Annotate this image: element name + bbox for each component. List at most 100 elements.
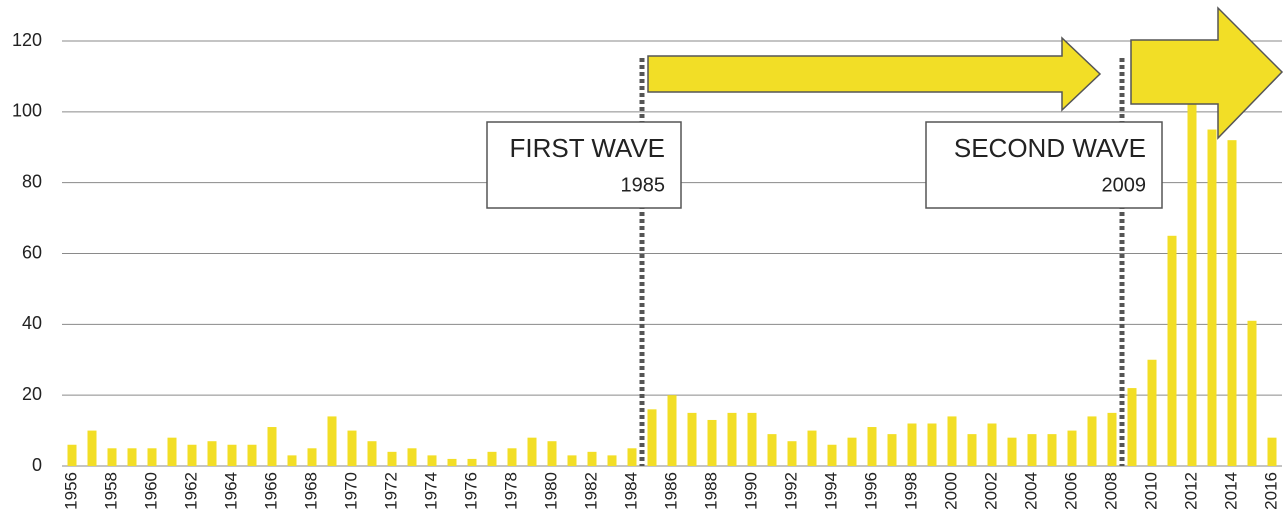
bar	[447, 458, 457, 466]
bar	[1047, 434, 1057, 466]
annotation-box	[486, 121, 682, 209]
bar	[1107, 412, 1117, 466]
bar	[387, 451, 397, 466]
x-tick-label: 2016	[1261, 472, 1280, 510]
bar	[987, 423, 997, 466]
bar	[1027, 434, 1037, 466]
bar	[367, 441, 377, 466]
bar	[967, 434, 977, 466]
bar	[607, 455, 617, 466]
x-tick-label: 2010	[1141, 472, 1160, 510]
bar	[187, 444, 197, 466]
x-tick-label: 2012	[1181, 472, 1200, 510]
bar	[787, 441, 797, 466]
x-tick-label: 1976	[461, 472, 480, 510]
bar	[67, 444, 77, 466]
y-tick-label: 100	[12, 101, 42, 121]
bar	[287, 455, 297, 466]
y-tick-label: 20	[22, 384, 42, 404]
x-tick-label: 1988	[701, 472, 720, 510]
bar	[487, 451, 497, 466]
bar	[1067, 430, 1077, 466]
bar	[1187, 94, 1197, 466]
bar	[1147, 359, 1157, 466]
bar	[507, 448, 517, 466]
x-tick-label: 2014	[1221, 472, 1240, 510]
arrow	[1130, 6, 1284, 140]
x-tick-label: 1956	[61, 472, 80, 510]
bar	[247, 444, 257, 466]
bar	[927, 423, 937, 466]
y-tick-label: 80	[22, 171, 42, 191]
annotation-year: 2009	[1102, 174, 1147, 196]
bar	[1267, 437, 1277, 466]
bar	[107, 448, 117, 466]
bar	[347, 430, 357, 466]
x-tick-label: 1982	[581, 472, 600, 510]
x-tick-label: 2004	[1021, 472, 1040, 510]
bar	[627, 448, 637, 466]
x-tick-label: 1984	[621, 472, 640, 510]
arrow	[647, 36, 1102, 112]
bar	[147, 448, 157, 466]
bar	[167, 437, 177, 466]
x-tick-label: 1990	[741, 472, 760, 510]
x-tick-label: 1972	[381, 472, 400, 510]
bar	[307, 448, 317, 466]
bar	[647, 409, 657, 466]
x-tick-label: 1992	[781, 472, 800, 510]
x-tick-label: 1978	[501, 472, 520, 510]
y-tick-label: 40	[22, 313, 42, 333]
bar	[1207, 129, 1217, 466]
annotation-year: 1985	[621, 174, 666, 196]
y-tick-label: 60	[22, 242, 42, 262]
annotation-box	[925, 121, 1163, 209]
bar	[827, 444, 837, 466]
bar	[687, 412, 697, 466]
bar	[207, 441, 217, 466]
annotation-title: FIRST WAVE	[509, 133, 665, 163]
bar	[587, 451, 597, 466]
bar	[1167, 235, 1177, 466]
bar	[1087, 416, 1097, 466]
bar	[267, 427, 277, 466]
bar	[947, 416, 957, 466]
x-tick-label: 2008	[1101, 472, 1120, 510]
y-tick-label: 0	[32, 455, 42, 475]
bar	[867, 427, 877, 466]
x-tick-label: 1964	[221, 472, 240, 510]
bar	[847, 437, 857, 466]
bar	[407, 448, 417, 466]
bar	[727, 412, 737, 466]
x-tick-label: 1968	[301, 472, 320, 510]
bar	[527, 437, 537, 466]
annotation-title: SECOND WAVE	[954, 133, 1146, 163]
x-tick-label: 1962	[181, 472, 200, 510]
bar	[667, 395, 677, 466]
bar	[767, 434, 777, 466]
x-tick-label: 1958	[101, 472, 120, 510]
bar	[747, 412, 757, 466]
bar	[467, 458, 477, 466]
x-tick-label: 1966	[261, 472, 280, 510]
x-tick-label: 2002	[981, 472, 1000, 510]
bar	[327, 416, 337, 466]
bar	[887, 434, 897, 466]
x-tick-label: 1980	[541, 472, 560, 510]
bar	[127, 448, 137, 466]
x-tick-label: 1998	[901, 472, 920, 510]
x-tick-label: 1994	[821, 472, 840, 510]
bar	[87, 430, 97, 466]
x-tick-label: 1996	[861, 472, 880, 510]
bar	[567, 455, 577, 466]
bar	[547, 441, 557, 466]
x-tick-label: 1970	[341, 472, 360, 510]
bar	[907, 423, 917, 466]
x-tick-label: 2000	[941, 472, 960, 510]
x-tick-label: 1986	[661, 472, 680, 510]
x-tick-label: 2006	[1061, 472, 1080, 510]
x-tick-label: 1974	[421, 472, 440, 510]
bar	[1227, 140, 1237, 466]
x-tick-label: 1960	[141, 472, 160, 510]
